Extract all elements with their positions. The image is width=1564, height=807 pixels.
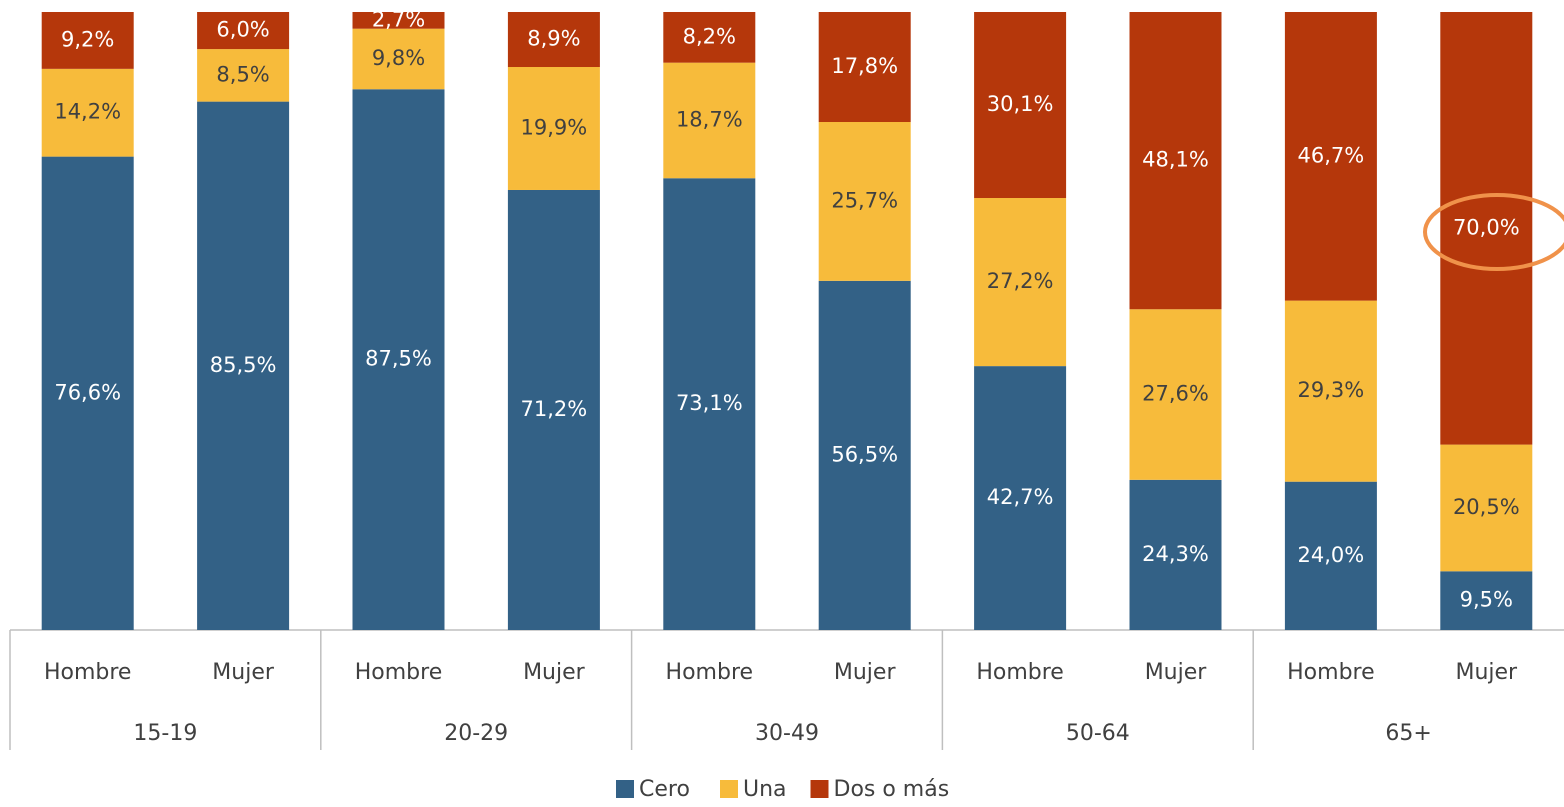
value-label: 73,1% bbox=[676, 391, 743, 415]
value-label: 29,3% bbox=[1298, 378, 1365, 402]
bar-segment bbox=[352, 28, 445, 90]
x-tick-label: Mujer bbox=[523, 660, 586, 685]
bar-segment bbox=[1284, 481, 1377, 630]
value-label: 19,9% bbox=[521, 115, 588, 139]
bar-segment bbox=[1440, 571, 1533, 630]
x-tick-label: Mujer bbox=[1455, 660, 1518, 685]
bar-segment bbox=[197, 101, 290, 631]
legend-label: Una bbox=[743, 777, 787, 802]
group-label: 20-29 bbox=[444, 721, 508, 746]
value-label: 20,5% bbox=[1453, 495, 1520, 519]
x-tick-label: Mujer bbox=[1145, 660, 1208, 685]
value-label: 42,7% bbox=[987, 485, 1054, 509]
bar-segment bbox=[1440, 12, 1533, 445]
x-tick-label: Mujer bbox=[834, 660, 897, 685]
value-label: 56,5% bbox=[831, 442, 898, 466]
bar-segment bbox=[974, 12, 1067, 199]
bar-segment bbox=[1440, 444, 1533, 572]
value-label: 8,5% bbox=[216, 62, 269, 86]
bar-segment bbox=[974, 198, 1067, 367]
bar-segment bbox=[197, 12, 290, 50]
value-label: 30,1% bbox=[987, 92, 1054, 116]
value-label: 14,2% bbox=[54, 100, 121, 124]
value-label: 9,5% bbox=[1460, 588, 1513, 612]
bar-segment bbox=[1129, 479, 1222, 630]
x-tick-label: Hombre bbox=[44, 660, 132, 685]
bar-segment bbox=[507, 12, 600, 68]
value-label: 17,8% bbox=[831, 54, 898, 78]
value-label: 76,6% bbox=[54, 380, 121, 404]
legend-swatch bbox=[720, 780, 738, 798]
group-label: 15-19 bbox=[133, 721, 197, 746]
value-label: 9,8% bbox=[372, 46, 425, 70]
bar-segment bbox=[1284, 12, 1377, 301]
x-tick-label: Hombre bbox=[666, 660, 754, 685]
group-label: 65+ bbox=[1385, 721, 1431, 746]
value-label: 87,5% bbox=[365, 347, 432, 371]
x-tick-label: Mujer bbox=[212, 660, 275, 685]
bar-segment bbox=[1284, 300, 1377, 482]
value-label: 27,6% bbox=[1142, 382, 1209, 406]
value-label: 48,1% bbox=[1142, 148, 1209, 172]
legend-swatch bbox=[616, 780, 634, 798]
group-label: 50-64 bbox=[1066, 721, 1130, 746]
value-label: 71,2% bbox=[521, 397, 588, 421]
value-label: 24,3% bbox=[1142, 542, 1209, 566]
value-label: 85,5% bbox=[210, 353, 277, 377]
bar-segment bbox=[974, 366, 1067, 630]
bar-segment bbox=[1129, 12, 1222, 310]
value-label: 27,2% bbox=[987, 269, 1054, 293]
legend-label: Cero bbox=[639, 777, 690, 802]
bar-segment bbox=[41, 68, 134, 157]
bar-segment bbox=[818, 122, 911, 281]
highlight-ellipse bbox=[1423, 193, 1564, 271]
bar-segment bbox=[507, 189, 600, 630]
bar-segment bbox=[818, 12, 911, 123]
bar-segment bbox=[352, 89, 445, 630]
x-tick-label: Hombre bbox=[1287, 660, 1375, 685]
bar-segment bbox=[507, 67, 600, 190]
value-label: 2,7% bbox=[372, 7, 425, 31]
bar-segment bbox=[663, 62, 756, 179]
bar-segment bbox=[1129, 309, 1222, 480]
bar-segment bbox=[197, 49, 290, 102]
x-tick-label: Hombre bbox=[355, 660, 443, 685]
value-label: 9,2% bbox=[61, 27, 114, 51]
group-label: 30-49 bbox=[755, 721, 819, 746]
value-label: 8,2% bbox=[683, 24, 736, 48]
legend-swatch bbox=[810, 780, 829, 798]
x-tick-label: Hombre bbox=[976, 660, 1064, 685]
value-label: 25,7% bbox=[831, 188, 898, 212]
bar-segment bbox=[663, 178, 756, 630]
legend-label: Dos o más bbox=[834, 777, 950, 802]
bar-segment bbox=[41, 12, 134, 69]
value-label: 24,0% bbox=[1298, 543, 1365, 567]
value-label: 46,7% bbox=[1298, 143, 1365, 167]
value-label: 18,7% bbox=[676, 107, 743, 131]
value-label: 8,9% bbox=[527, 27, 580, 51]
value-label: 6,0% bbox=[216, 18, 269, 42]
bar-segment bbox=[663, 12, 756, 63]
bar-segment bbox=[41, 156, 134, 630]
bar-segment bbox=[818, 280, 911, 630]
value-label: 70,0% bbox=[1453, 215, 1520, 239]
bar-segment bbox=[352, 12, 445, 29]
